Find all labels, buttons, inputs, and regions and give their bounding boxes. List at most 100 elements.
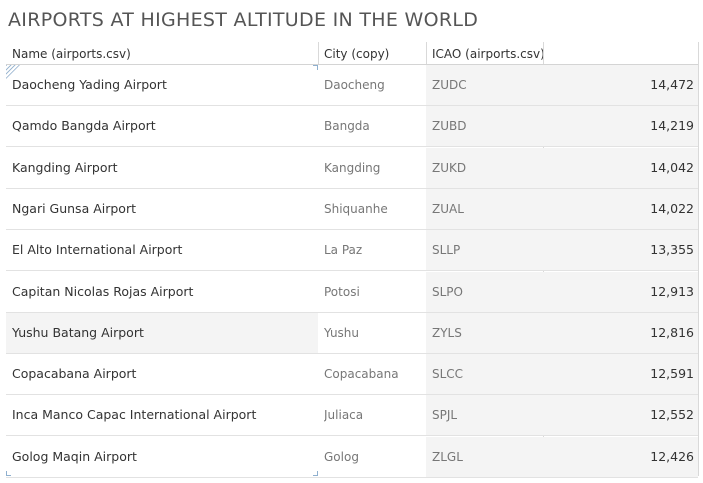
value-cell-bg xyxy=(543,188,698,229)
column-header-icao[interactable]: ICAO (airports.csv) xyxy=(432,47,545,61)
airport-name-cell-text: Inca Manco Capac International Airport xyxy=(12,407,257,423)
airport-name-cell: Kangding Airport xyxy=(12,148,318,188)
icao-cell-bg xyxy=(426,395,543,436)
city-cell: La Paz xyxy=(324,230,426,270)
value-cell-bg xyxy=(543,436,698,477)
icao-cell-text: ZUDC xyxy=(432,78,467,92)
airport-name-cell: Ngari Gunsa Airport xyxy=(12,189,318,229)
table-row[interactable]: Copacabana Airport Copacabana SLCC 12,591 xyxy=(6,354,698,396)
icao-cell-text: SLCC xyxy=(432,367,464,382)
table-row[interactable]: Kangding Airport Kangding ZUKD 14,042 xyxy=(6,147,698,189)
icao-cell: SLLP xyxy=(426,230,542,270)
city-cell: Bangda xyxy=(324,106,426,146)
icao-cell-bg xyxy=(426,271,543,312)
icao-cell: SLPO xyxy=(426,272,542,312)
selection-bracket-top-right xyxy=(313,65,318,70)
header-divider-icao xyxy=(426,42,427,65)
airport-name-cell-text: Capitan Nicolas Rojas Airport xyxy=(12,283,194,299)
altitude-value-cell-text: 12,426 xyxy=(650,448,694,464)
row-separator xyxy=(6,270,698,272)
airport-name-cell-text: Golog Maqin Airport xyxy=(12,448,137,464)
table-row[interactable]: Yushu Batang Airport Yushu ZYLS 12,816 xyxy=(6,312,698,354)
airport-name-cell: El Alto International Airport xyxy=(12,230,318,270)
icao-cell-bg xyxy=(426,106,543,147)
value-cell-bg xyxy=(543,147,698,188)
table-row[interactable]: Golog Maqin Airport Golog ZLGL 12,426 xyxy=(6,436,698,478)
city-cell: Juliaca xyxy=(324,395,426,435)
icao-cell-bg xyxy=(426,230,543,271)
airport-name-cell: Golog Maqin Airport xyxy=(12,437,318,477)
row-highlight xyxy=(6,312,318,353)
city-cell-text: Daocheng xyxy=(324,78,385,92)
altitude-value-cell: 14,219 xyxy=(543,106,694,146)
altitude-value-cell-text: 13,355 xyxy=(650,242,694,258)
airport-name-cell: Inca Manco Capac International Airport xyxy=(12,395,318,435)
selection-bracket-bottom-right xyxy=(313,471,318,476)
airport-name-cell-text: Qamdo Bangda Airport xyxy=(12,118,156,134)
city-cell: Yushu xyxy=(324,313,426,353)
table-right-border xyxy=(698,42,699,476)
city-cell: Daocheng xyxy=(324,65,426,105)
altitude-value-cell: 12,591 xyxy=(543,354,694,394)
icao-cell: SLCC xyxy=(426,354,542,394)
airport-name-cell-text: Copacabana Airport xyxy=(12,366,137,382)
city-cell: Kangding xyxy=(324,148,426,188)
icao-cell: ZUAL xyxy=(426,189,542,229)
airport-name-cell: Yushu Batang Airport xyxy=(12,313,318,353)
value-cell-bg xyxy=(543,312,698,353)
airport-name-cell: Qamdo Bangda Airport xyxy=(12,106,318,146)
altitude-value-cell-text: 12,913 xyxy=(650,283,694,299)
altitude-value-cell-text: 12,552 xyxy=(650,407,694,423)
icao-cell-text: ZUAL xyxy=(432,201,464,216)
row-separator xyxy=(6,476,698,478)
city-cell: Shiquanhe xyxy=(324,189,426,229)
row-separator xyxy=(6,311,698,313)
icao-cell: SPJL xyxy=(426,395,542,435)
value-cell-bg xyxy=(543,230,698,271)
header-underline xyxy=(6,64,698,65)
airport-name-cell-text: Ngari Gunsa Airport xyxy=(12,200,136,216)
value-cell-bg xyxy=(543,354,698,395)
icao-cell-text: ZUKD xyxy=(432,160,467,175)
icao-cell-text: SLLP xyxy=(432,243,461,258)
icao-cell: ZYLS xyxy=(426,313,542,353)
icao-cell-text: SLPO xyxy=(432,284,463,299)
city-cell: Copacabana xyxy=(324,354,426,394)
icao-cell: ZLGL xyxy=(426,437,542,477)
row-separator xyxy=(6,228,698,230)
city-cell-text: Bangda xyxy=(324,119,370,134)
column-header-name[interactable]: Name (airports.csv) xyxy=(12,47,131,61)
icao-cell-bg xyxy=(426,188,543,229)
row-separator xyxy=(6,352,698,354)
icao-cell-text: ZYLS xyxy=(432,325,462,340)
city-cell: Potosi xyxy=(324,272,426,312)
airport-name-cell: Daocheng Yading Airport xyxy=(12,65,318,105)
icao-cell: ZUDC xyxy=(426,65,542,105)
altitude-value-cell: 12,816 xyxy=(543,313,694,353)
city-cell-text: Shiquanhe xyxy=(324,201,388,216)
selection-bracket-bottom-left xyxy=(6,471,11,476)
icao-cell-bg xyxy=(426,312,543,353)
altitude-value-cell: 12,552 xyxy=(543,395,694,435)
airport-name-cell-text: Daocheng Yading Airport xyxy=(12,77,167,92)
altitude-value-cell: 14,022 xyxy=(543,189,694,229)
airports-table: Name (airports.csv) City (copy) ICAO (ai… xyxy=(0,42,703,483)
value-cell-bg xyxy=(543,65,698,105)
altitude-value-cell-text: 14,472 xyxy=(650,77,694,92)
icao-cell: ZUKD xyxy=(426,148,542,188)
table-row[interactable]: Qamdo Bangda Airport Bangda ZUBD 14,219 xyxy=(6,106,698,148)
icao-cell-bg xyxy=(426,436,543,477)
airport-name-cell: Capitan Nicolas Rojas Airport xyxy=(12,272,318,312)
icao-cell-text: SPJL xyxy=(432,408,458,423)
row-separator xyxy=(6,187,698,189)
column-header-city[interactable]: City (copy) xyxy=(324,47,390,61)
value-cell-bg xyxy=(543,395,698,436)
table-row[interactable]: Ngari Gunsa Airport Shiquanhe ZUAL 14,022 xyxy=(6,188,698,230)
altitude-value-cell-text: 14,219 xyxy=(650,118,694,134)
table-row[interactable]: Capitan Nicolas Rojas Airport Potosi SLPO 1… xyxy=(6,271,698,313)
table-row[interactable]: El Alto International Airport La Paz SLLP 1… xyxy=(6,230,698,272)
table-row[interactable]: Inca Manco Capac International Airport Ju… xyxy=(6,395,698,437)
altitude-value-cell: 12,426 xyxy=(543,437,694,477)
airport-name-cell-text: Kangding Airport xyxy=(12,159,118,175)
table-row[interactable]: Daocheng Yading Airport Daocheng ZUDC 14,47… xyxy=(6,65,698,106)
